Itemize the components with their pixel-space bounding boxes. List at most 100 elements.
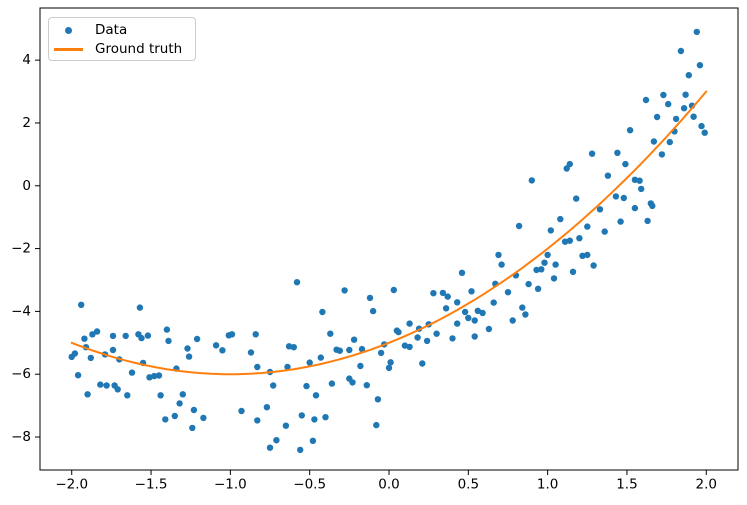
data-point	[358, 345, 366, 353]
data-point	[666, 138, 673, 146]
data-point	[311, 416, 318, 423]
data-point	[151, 372, 158, 380]
data-marker-icon	[64, 27, 72, 34]
data-point	[144, 332, 152, 339]
x-tick-label: 2.0	[696, 477, 717, 493]
data-point	[322, 414, 329, 421]
data-point	[228, 331, 236, 338]
y-tick-label: −4	[11, 303, 31, 319]
data-point	[604, 172, 612, 179]
ground-truth-line-icon	[53, 48, 83, 51]
data-point	[653, 113, 661, 121]
data-point	[266, 444, 274, 451]
data-point	[557, 215, 564, 223]
ground-truth-series	[70, 90, 708, 376]
data-point	[461, 308, 469, 316]
data-point	[219, 347, 226, 354]
data-point	[444, 293, 451, 300]
plot-area	[40, 8, 738, 470]
y-tick-label: 2	[22, 115, 31, 131]
data-point	[184, 345, 191, 352]
data-point	[369, 307, 377, 315]
data-point	[138, 334, 145, 342]
data-point	[155, 372, 163, 379]
data-point	[617, 218, 624, 225]
data-point	[136, 304, 144, 311]
data-point	[185, 353, 193, 360]
data-point	[423, 337, 431, 345]
data-point	[366, 294, 374, 302]
data-point	[373, 421, 380, 429]
x-tick-label: −1.0	[214, 477, 247, 493]
data-point	[385, 364, 393, 372]
data-point	[522, 311, 529, 318]
data-point	[471, 317, 478, 324]
data-point	[626, 127, 634, 134]
data-point	[406, 343, 413, 351]
data-point	[584, 251, 591, 259]
data-point	[200, 414, 207, 422]
data-point	[190, 406, 198, 414]
data-point	[690, 113, 697, 120]
data-point	[682, 91, 689, 98]
data-point	[701, 129, 708, 136]
data-point	[74, 372, 82, 379]
data-point	[109, 332, 117, 340]
data-point	[614, 149, 621, 156]
data-point	[87, 354, 95, 362]
y-tick-label: −8	[11, 429, 31, 445]
data-point	[538, 266, 545, 273]
data-point	[293, 279, 301, 286]
x-tick-label: −1.5	[135, 477, 168, 493]
data-point	[650, 138, 658, 145]
legend-swatch	[49, 27, 87, 34]
data-point	[649, 202, 656, 210]
axis-ticks: −2.0 −1.5 −1.0 −0.5 0.0 0.5 1.0 1.5 2.0 −8 −6 −4 −2 0…	[11, 52, 717, 492]
data-point	[638, 185, 645, 193]
x-tick-label: 0.0	[378, 477, 399, 493]
data-point	[165, 337, 172, 345]
x-tick-label: −0.5	[293, 477, 326, 493]
data-point	[573, 195, 580, 202]
data-point	[474, 307, 481, 314]
data-point	[349, 379, 356, 386]
data-point	[442, 305, 450, 312]
data-point	[387, 359, 394, 366]
data-point	[193, 335, 201, 343]
data-point	[124, 392, 131, 399]
data-point	[341, 287, 348, 294]
data-point	[550, 275, 558, 282]
data-point	[179, 391, 186, 398]
data-point	[465, 314, 472, 322]
data-point	[584, 223, 591, 230]
data-point	[458, 269, 466, 276]
data-point	[544, 251, 551, 259]
data-point	[547, 227, 554, 234]
data-point	[176, 400, 183, 407]
data-point	[390, 286, 397, 294]
data-point	[270, 382, 277, 389]
data-point	[430, 290, 437, 297]
data-point	[504, 289, 512, 296]
data-point	[576, 235, 583, 242]
data-point	[590, 262, 597, 269]
data-point	[685, 72, 692, 79]
data-point	[309, 437, 317, 444]
data-point	[395, 328, 402, 336]
data-point	[515, 222, 523, 230]
data-point	[312, 392, 320, 399]
legend-label-ground-truth: Ground truth	[95, 40, 183, 57]
data-point	[658, 151, 666, 158]
data-point	[698, 122, 705, 130]
data-point	[612, 193, 620, 200]
data-point	[468, 288, 475, 295]
data-point	[306, 359, 313, 366]
data-point	[533, 266, 540, 274]
y-tick-label: 0	[22, 178, 31, 194]
data-point	[622, 160, 629, 168]
data-point	[672, 115, 680, 123]
data-point	[596, 206, 604, 213]
data-point	[665, 100, 672, 108]
legend-item-ground-truth: Ground truth	[49, 40, 195, 59]
data-point	[525, 280, 532, 288]
